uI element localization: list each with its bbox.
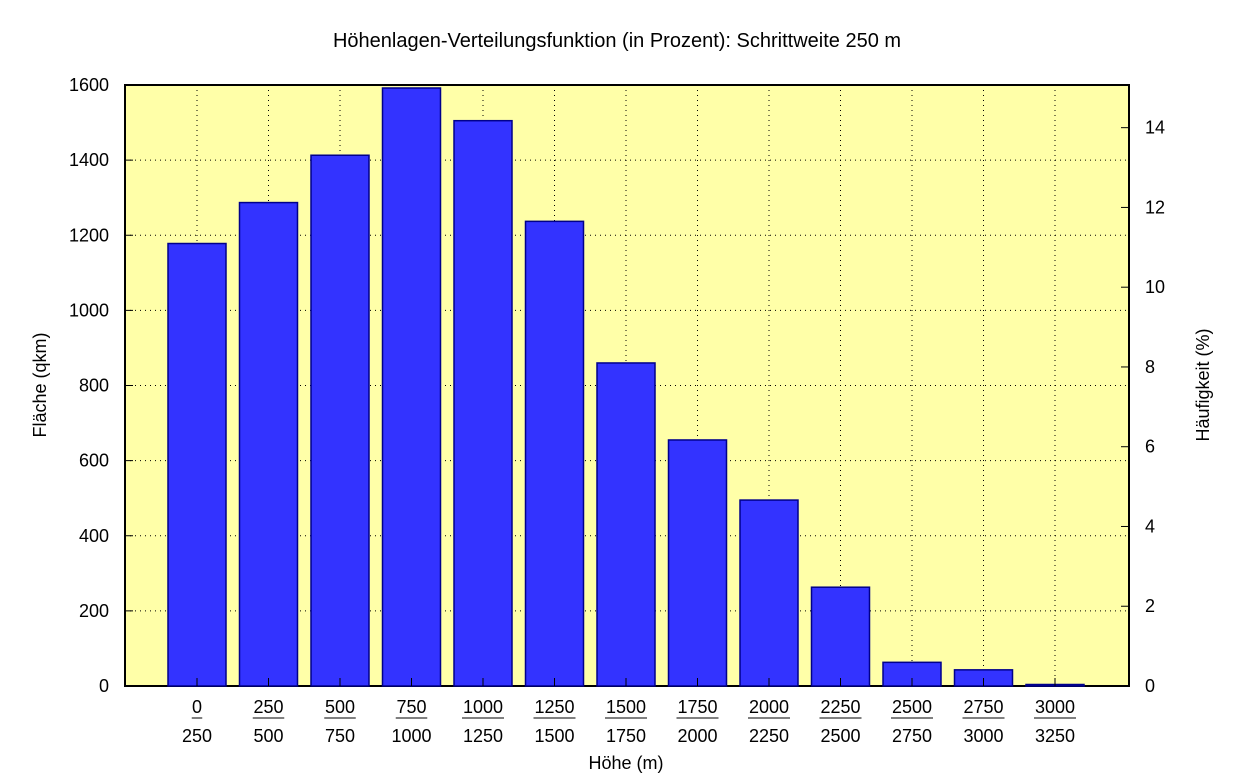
bar — [524, 220, 585, 687]
bar — [310, 154, 370, 687]
y-tick-label: 1400 — [69, 150, 109, 170]
x-tick-label-upper: 2500 — [820, 726, 860, 746]
y-tick-label: 0 — [99, 676, 109, 696]
bar — [238, 201, 299, 687]
x-tick-label-lower: 3000 — [1035, 697, 1075, 717]
x-tick-label-lower: 1500 — [606, 697, 646, 717]
x-tick-label-lower: 750 — [396, 697, 426, 717]
x-tick-label-lower: 1250 — [534, 697, 574, 717]
y2-axis-label: Häufigkeit (%) — [1193, 328, 1213, 441]
x-tick-label-lower: 0 — [192, 697, 202, 717]
x-tick-label-lower: 1750 — [677, 697, 717, 717]
x-tick-label-lower: 2250 — [820, 697, 860, 717]
x-tick-label-upper: 1250 — [463, 726, 503, 746]
x-axis-label: Höhe (m) — [588, 753, 663, 773]
y-tick-label: 800 — [79, 376, 109, 396]
y-tick-label: 600 — [79, 451, 109, 471]
x-tick-label-upper: 3250 — [1035, 726, 1075, 746]
x-tick-label-lower: 1000 — [463, 697, 503, 717]
y-axis-label: Fläche (qkm) — [30, 332, 50, 437]
y2-tick-label: 4 — [1145, 516, 1155, 536]
y-tick-label: 200 — [79, 601, 109, 621]
bar — [381, 87, 442, 687]
x-tick-label-upper: 1750 — [606, 726, 646, 746]
x-tick-label-upper: 2000 — [677, 726, 717, 746]
y2-tick-label: 12 — [1145, 197, 1165, 217]
y-axis-ticks: 0 200 400 600 800 1000 1200 1400 1600 — [69, 75, 133, 696]
x-tick-label-upper: 1000 — [391, 726, 431, 746]
y2-tick-label: 8 — [1145, 357, 1155, 377]
bar — [167, 242, 227, 687]
y2-tick-label: 6 — [1145, 437, 1155, 457]
y-tick-label: 1000 — [69, 300, 109, 320]
x-tick-label-lower: 250 — [253, 697, 283, 717]
bar — [453, 119, 513, 687]
x-axis-ticks: 0 250 250 500 500 750 750 1000 1000 1250 1250 1500 1… — [182, 678, 1076, 746]
x-tick-label-lower: 500 — [325, 697, 355, 717]
bars — [167, 87, 1085, 687]
x-tick-label-upper: 3000 — [963, 726, 1003, 746]
y2-axis-ticks: 0 2 4 6 8 10 12 14 — [1121, 118, 1165, 696]
bar — [739, 499, 799, 687]
y2-tick-label: 14 — [1145, 118, 1165, 138]
bar — [810, 586, 871, 687]
y2-tick-label: 0 — [1145, 676, 1155, 696]
x-tick-label-lower: 2500 — [892, 697, 932, 717]
y-tick-label: 1600 — [69, 75, 109, 95]
x-tick-label-upper: 500 — [253, 726, 283, 746]
bar — [596, 362, 656, 687]
x-tick-label-upper: 750 — [325, 726, 355, 746]
y2-tick-label: 10 — [1145, 277, 1165, 297]
y-tick-label: 400 — [79, 526, 109, 546]
x-tick-label-upper: 250 — [182, 726, 212, 746]
bar — [667, 439, 728, 687]
x-tick-label-upper: 1500 — [534, 726, 574, 746]
y2-tick-label: 2 — [1145, 596, 1155, 616]
x-tick-label-upper: 2250 — [749, 726, 789, 746]
x-tick-label-lower: 2000 — [749, 697, 789, 717]
x-tick-label-lower: 2750 — [963, 697, 1003, 717]
y-tick-label: 1200 — [69, 225, 109, 245]
x-tick-label-upper: 2750 — [892, 726, 932, 746]
chart-title: Höhenlagen-Verteilungsfunktion (in Proze… — [333, 30, 901, 52]
